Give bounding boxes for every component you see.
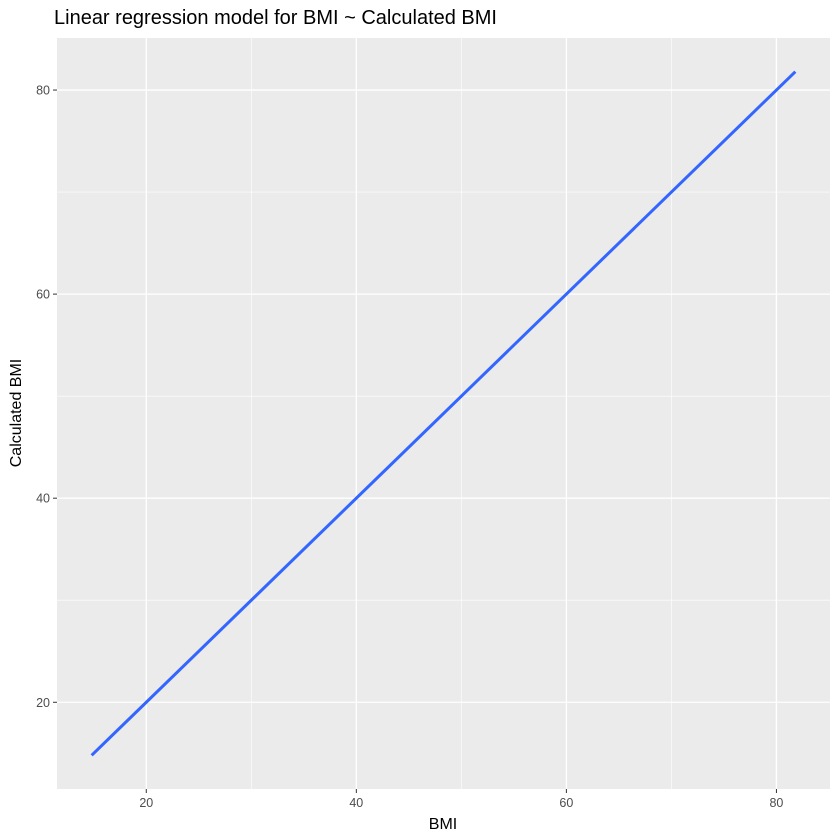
x-axis-ticks: 20 40 60 80 bbox=[139, 789, 783, 810]
y-tick-label: 60 bbox=[36, 288, 50, 302]
regression-line bbox=[90, 70, 797, 757]
x-axis-title: BMI bbox=[429, 816, 457, 833]
y-axis-title: Calculated BMI bbox=[8, 359, 25, 468]
major-gridlines bbox=[57, 38, 830, 789]
y-tick-label: 80 bbox=[36, 84, 50, 98]
minor-gridlines bbox=[57, 38, 830, 789]
chart-title: Linear regression model for BMI ~ Calcul… bbox=[54, 7, 497, 29]
x-tick-label: 80 bbox=[769, 796, 783, 810]
x-tick-label: 60 bbox=[559, 796, 573, 810]
y-axis-ticks: 20 40 60 80 bbox=[36, 84, 57, 710]
y-tick-label: 40 bbox=[36, 492, 50, 506]
x-tick-label: 20 bbox=[139, 796, 153, 810]
series-group bbox=[90, 70, 797, 757]
y-tick-label: 20 bbox=[36, 696, 50, 710]
x-tick-label: 40 bbox=[349, 796, 363, 810]
